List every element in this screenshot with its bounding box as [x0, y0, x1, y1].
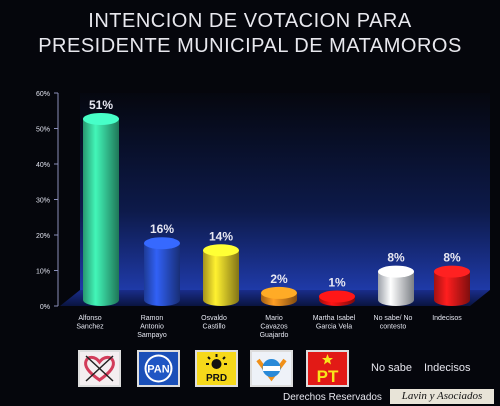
- chart-title-line-1: INTENCION DE VOTACION PARA: [88, 10, 412, 32]
- bar-3: 2%: [261, 272, 297, 306]
- y-tick-label: 10%: [36, 269, 50, 276]
- logo-pri-crossed: [78, 350, 121, 387]
- legend-no-sabe: No sabe: [371, 362, 412, 374]
- bar-value-label: 8%: [387, 251, 405, 265]
- bar-top: [144, 237, 180, 250]
- x-tick-label: Indecisos: [432, 315, 462, 322]
- bar-body: [83, 118, 119, 306]
- y-tick-label: 60%: [36, 91, 50, 98]
- bar-body: [203, 250, 239, 306]
- bar-value-label: 16%: [150, 222, 174, 236]
- bar-2: 14%: [203, 229, 239, 306]
- logo-prd: PRD: [195, 350, 238, 387]
- chart-back-wall: [80, 93, 490, 290]
- y-tick-label: 50%: [36, 127, 50, 134]
- footer-rights: Derechos Reservados: [283, 392, 382, 403]
- bar-value-label: 14%: [209, 229, 233, 243]
- footer-brand-logo: Lavin y Asociados: [390, 389, 494, 404]
- bar-top: [83, 112, 119, 125]
- bar-5: 8%: [378, 251, 414, 306]
- bar-top: [319, 290, 355, 303]
- bar-6: 8%: [434, 251, 470, 306]
- x-tick-label: No sabe/ No contesto: [374, 315, 413, 331]
- bar-value-label: 8%: [443, 251, 461, 265]
- x-tick-label: Ramon Antonio Sampayo: [137, 315, 167, 339]
- logo-pan: PAN: [137, 350, 180, 387]
- y-tick-label: 20%: [36, 233, 50, 240]
- bar-4: 1%: [319, 275, 355, 306]
- bar-top: [434, 265, 470, 278]
- bar-chart: 0% 10% 20% 30% 40% 50% 60% 51% 16% 14% 2% 1% 8% 8% A…: [36, 91, 490, 339]
- bar-body: [144, 243, 180, 306]
- logo-pan-text: PAN: [147, 364, 169, 376]
- bar-top: [203, 244, 239, 257]
- x-tick-label: Alfonso Sanchez: [76, 315, 104, 331]
- bar-body: [434, 271, 470, 306]
- logo-pt-text: PT: [317, 367, 339, 385]
- bar-top: [261, 286, 297, 299]
- x-tick-label: Mario Cavazos Guajardo: [260, 315, 289, 339]
- logo-pt: PT: [306, 350, 349, 387]
- bar-1: 16%: [144, 222, 180, 306]
- bar-value-label: 1%: [328, 275, 346, 289]
- logo-coalition: [250, 350, 293, 387]
- x-tick-label: Osvaldo Castillo: [201, 315, 227, 331]
- bar-top: [378, 265, 414, 278]
- x-tick-label: Martha Isabel Garcia Vela: [313, 315, 356, 331]
- bar-value-label: 2%: [270, 272, 288, 286]
- y-tick-label: 0%: [40, 304, 50, 311]
- logo-prd-text: PRD: [206, 373, 227, 384]
- y-tick-label: 40%: [36, 162, 50, 169]
- bar-0: 51%: [83, 98, 119, 306]
- legend-indecisos: Indecisos: [424, 362, 471, 374]
- chart-title-line-2: PRESIDENTE MUNICIPAL DE MATAMOROS: [38, 35, 462, 57]
- bar-value-label: 51%: [89, 98, 113, 112]
- y-tick-label: 30%: [36, 198, 50, 205]
- bar-body: [378, 271, 414, 306]
